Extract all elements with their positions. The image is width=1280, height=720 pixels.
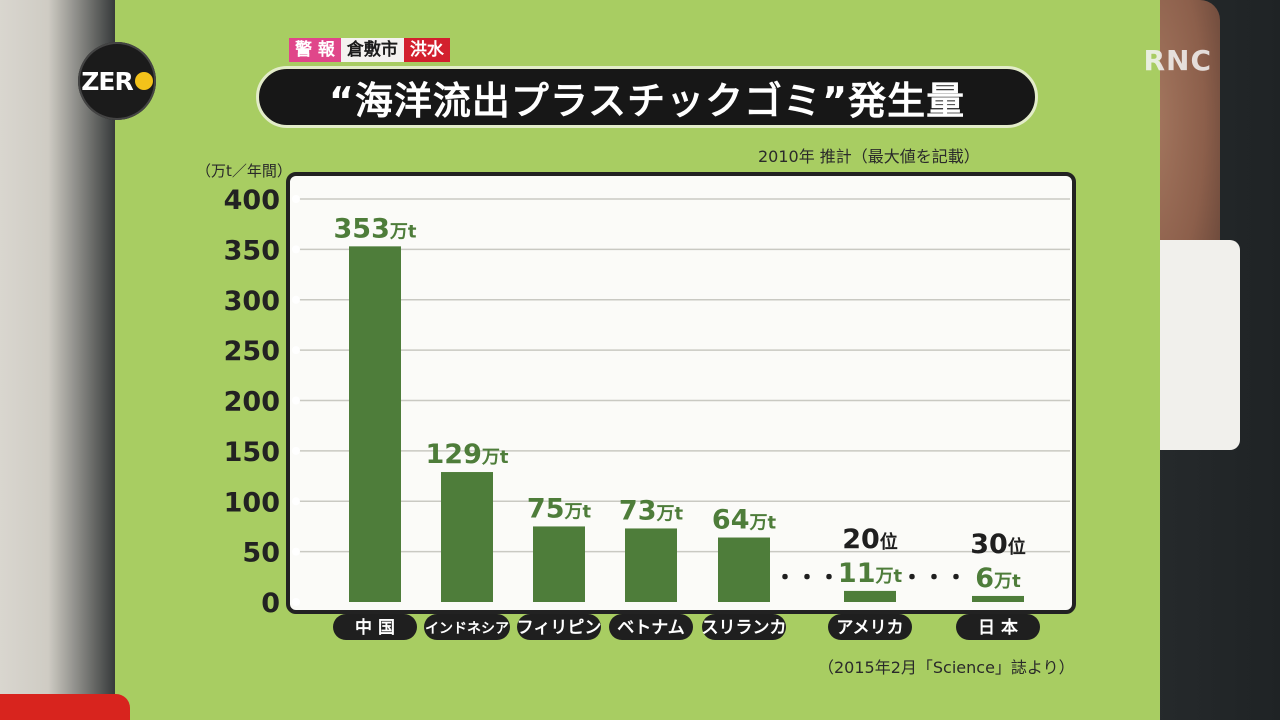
y-tick-dot-300 [292,295,300,304]
presenter-shirt-cuff [1150,240,1240,450]
y-tick-label-250: 250 [224,336,280,367]
bar-0 [349,246,401,603]
y-tick-dot-250 [292,346,300,355]
category-label-2: フィリピン [517,618,602,638]
y-tick-label-200: 200 [224,387,280,418]
value-label-5: 11万t [838,558,903,589]
category-label-3: ベトナム [617,618,685,638]
channel-watermark: RNC [1143,44,1212,77]
zero-logo-circle-icon [134,72,153,90]
value-label-0: 353万t [334,213,417,244]
y-tick-dot-0 [292,598,300,606]
zero-program-logo: ZER [78,42,156,120]
y-tick-label-350: 350 [224,235,280,266]
y-tick-label-0: 0 [261,588,280,619]
bar-5 [844,590,896,602]
category-pill-2 [517,614,601,640]
chart-subtitle: 2010年 推計（最大値を記載） [758,147,980,166]
zero-logo-text: ZER [81,66,133,96]
bar-2 [533,526,585,602]
ellipsis-marker-1: ・・・ [901,566,967,591]
rank-label-5: 20位 [842,524,898,555]
y-tick-label-150: 150 [224,437,280,468]
value-label-3: 73万t [619,495,684,526]
bar-6 [972,595,1024,602]
red-pen [0,694,130,720]
alert-ticker: 警 報 倉敷市 洪水 [289,38,450,62]
y-tick-dot-150 [292,446,300,455]
y-tick-label-100: 100 [224,487,280,518]
y-tick-dot-100 [292,497,300,506]
category-pill-3 [609,614,693,640]
ellipsis-marker-0: ・・・ [774,566,840,591]
plot-area [286,172,1076,614]
y-tick-dot-350 [292,245,300,254]
category-label-6: 日 本 [978,617,1018,638]
y-tick-label-50: 50 [242,538,280,569]
y-tick-dot-200 [292,396,300,405]
value-label-6: 6万t [975,563,1021,594]
alert-type: 洪水 [403,38,450,62]
value-label-4: 64万t [712,505,777,536]
value-label-2: 75万t [527,493,592,524]
category-label-0: 中 国 [355,617,395,638]
category-label-1: インドネシア [425,621,509,637]
alert-place: 倉敷市 [340,38,404,62]
y-axis-unit-label: （万t／年間） [196,162,292,180]
bar-1 [441,472,493,602]
chart-source-note: （2015年2月「Science」誌より） [818,658,1075,677]
y-tick-label-400: 400 [224,185,280,216]
category-pill-0 [333,614,417,640]
bar-3 [625,528,677,602]
category-pill-6 [956,614,1040,640]
value-label-1: 129万t [426,439,509,470]
category-pill-1 [424,614,510,640]
studio-background-left [0,0,120,720]
category-label-5: アメリカ [836,618,903,638]
bar-4 [718,537,770,602]
category-pill-5 [828,614,912,640]
y-tick-label-300: 300 [224,286,280,317]
y-tick-dot-400 [292,195,300,203]
alert-label: 警 報 [289,38,341,62]
y-tick-dot-50 [292,547,300,556]
category-pill-4 [702,614,786,640]
chart-title: “海洋流出プラスチックゴミ”発生量 [256,66,1038,128]
rank-label-6: 30位 [970,529,1026,560]
category-label-4: スリランカ [702,618,787,638]
